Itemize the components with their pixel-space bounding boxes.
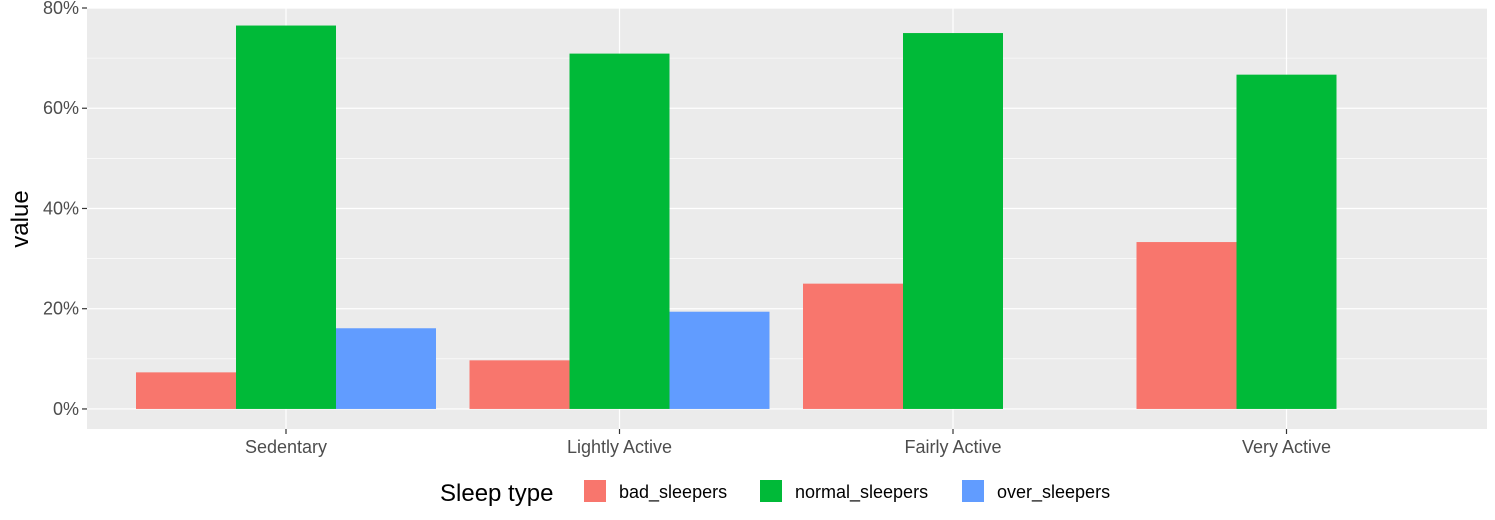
bar-normal_sleepers-3 bbox=[1236, 74, 1337, 409]
legend-label-bad_sleepers: bad_sleepers bbox=[619, 482, 727, 503]
bar-bad_sleepers-2 bbox=[803, 283, 903, 409]
legend-label-normal_sleepers: normal_sleepers bbox=[795, 482, 928, 503]
y-tick-label: 80% bbox=[43, 0, 79, 18]
legend: Sleep type bad_sleepers normal_sleepers ov… bbox=[440, 480, 1110, 507]
bar-normal_sleepers-2 bbox=[903, 33, 1003, 409]
legend-title: Sleep type bbox=[440, 480, 553, 507]
y-tick-label: 20% bbox=[43, 299, 79, 319]
bar-normal_sleepers-0 bbox=[236, 25, 336, 409]
y-tick-label: 60% bbox=[43, 98, 79, 118]
bar-normal_sleepers-1 bbox=[569, 53, 670, 409]
legend-key-over_sleepers bbox=[962, 480, 984, 502]
legend-key-normal_sleepers bbox=[760, 480, 782, 502]
bar-bad_sleepers-3 bbox=[1136, 242, 1237, 409]
legend-key-bad_sleepers bbox=[584, 480, 606, 502]
x-tick-label: Fairly Active bbox=[904, 437, 1001, 457]
y-axis-title: value bbox=[7, 190, 34, 247]
x-tick-label: Sedentary bbox=[245, 437, 327, 457]
bar-over_sleepers-0 bbox=[336, 328, 436, 409]
y-tick-label: 40% bbox=[43, 198, 79, 218]
bar-bad_sleepers-1 bbox=[469, 360, 570, 409]
y-tick-label: 0% bbox=[53, 399, 79, 419]
legend-label-over_sleepers: over_sleepers bbox=[997, 482, 1110, 503]
x-tick-label: Very Active bbox=[1242, 437, 1331, 457]
bar-over_sleepers-1 bbox=[669, 311, 770, 409]
x-tick-label: Lightly Active bbox=[567, 437, 672, 457]
bar-bad_sleepers-0 bbox=[136, 372, 236, 409]
